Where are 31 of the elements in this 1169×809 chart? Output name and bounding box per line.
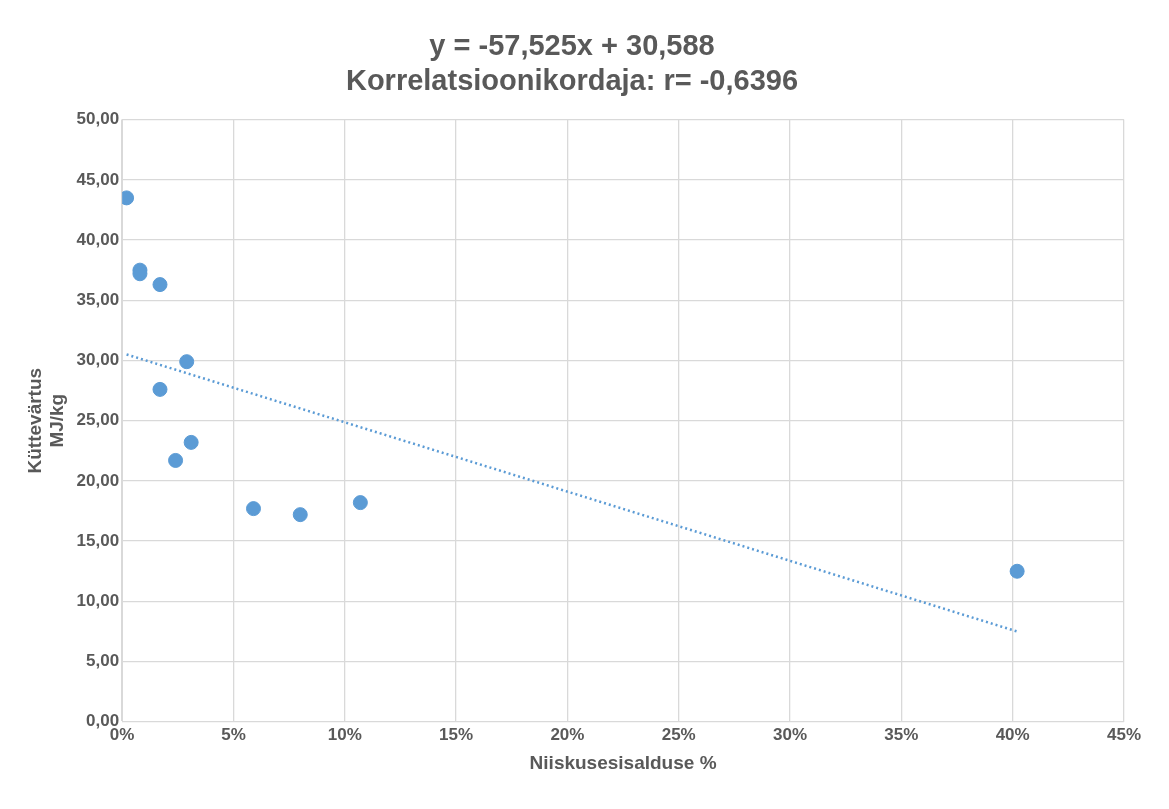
x-tick-label: 30% bbox=[773, 724, 808, 744]
y-tick-label: 10,00 bbox=[76, 591, 120, 611]
x-tick-label: 25% bbox=[661, 724, 696, 744]
x-tick-label: 45% bbox=[1106, 724, 1142, 744]
y-tick-label: 5,00 bbox=[86, 651, 120, 671]
y-tick-label: 30,00 bbox=[76, 350, 120, 370]
y-tick-label: 25,00 bbox=[76, 410, 120, 430]
point bbox=[246, 501, 261, 517]
y-tick-label: 40,00 bbox=[76, 229, 120, 249]
x-tick-label: 15% bbox=[439, 724, 474, 744]
y-axis-title: Küttevärtus MJ/kg bbox=[23, 367, 68, 474]
point bbox=[179, 354, 195, 370]
point bbox=[168, 452, 184, 468]
chart-title: y = -57,525x + 30,588 Korrelatsioonikordaja: r= -0,6396 bbox=[345, 29, 799, 97]
x-tick-label: 40% bbox=[995, 724, 1030, 744]
point bbox=[183, 434, 199, 450]
y-tick-label: 45,00 bbox=[76, 169, 120, 189]
x-tick-label: 35% bbox=[884, 724, 919, 744]
point bbox=[152, 277, 168, 293]
point bbox=[152, 381, 168, 397]
point bbox=[352, 495, 368, 511]
x-axis-title: Niiskusesisalduse % bbox=[529, 751, 717, 773]
point bbox=[292, 507, 308, 523]
point bbox=[1009, 563, 1025, 579]
x-tick-label: 10% bbox=[327, 724, 362, 744]
y-tick-label: 50,00 bbox=[76, 109, 120, 129]
y-tick-label: 35,00 bbox=[76, 289, 120, 309]
y-tick-label: 20,00 bbox=[76, 470, 120, 490]
x-tick-label: 5% bbox=[221, 724, 246, 744]
y-tick-label: 15,00 bbox=[76, 530, 120, 550]
x-tick-label: 20% bbox=[550, 724, 585, 744]
